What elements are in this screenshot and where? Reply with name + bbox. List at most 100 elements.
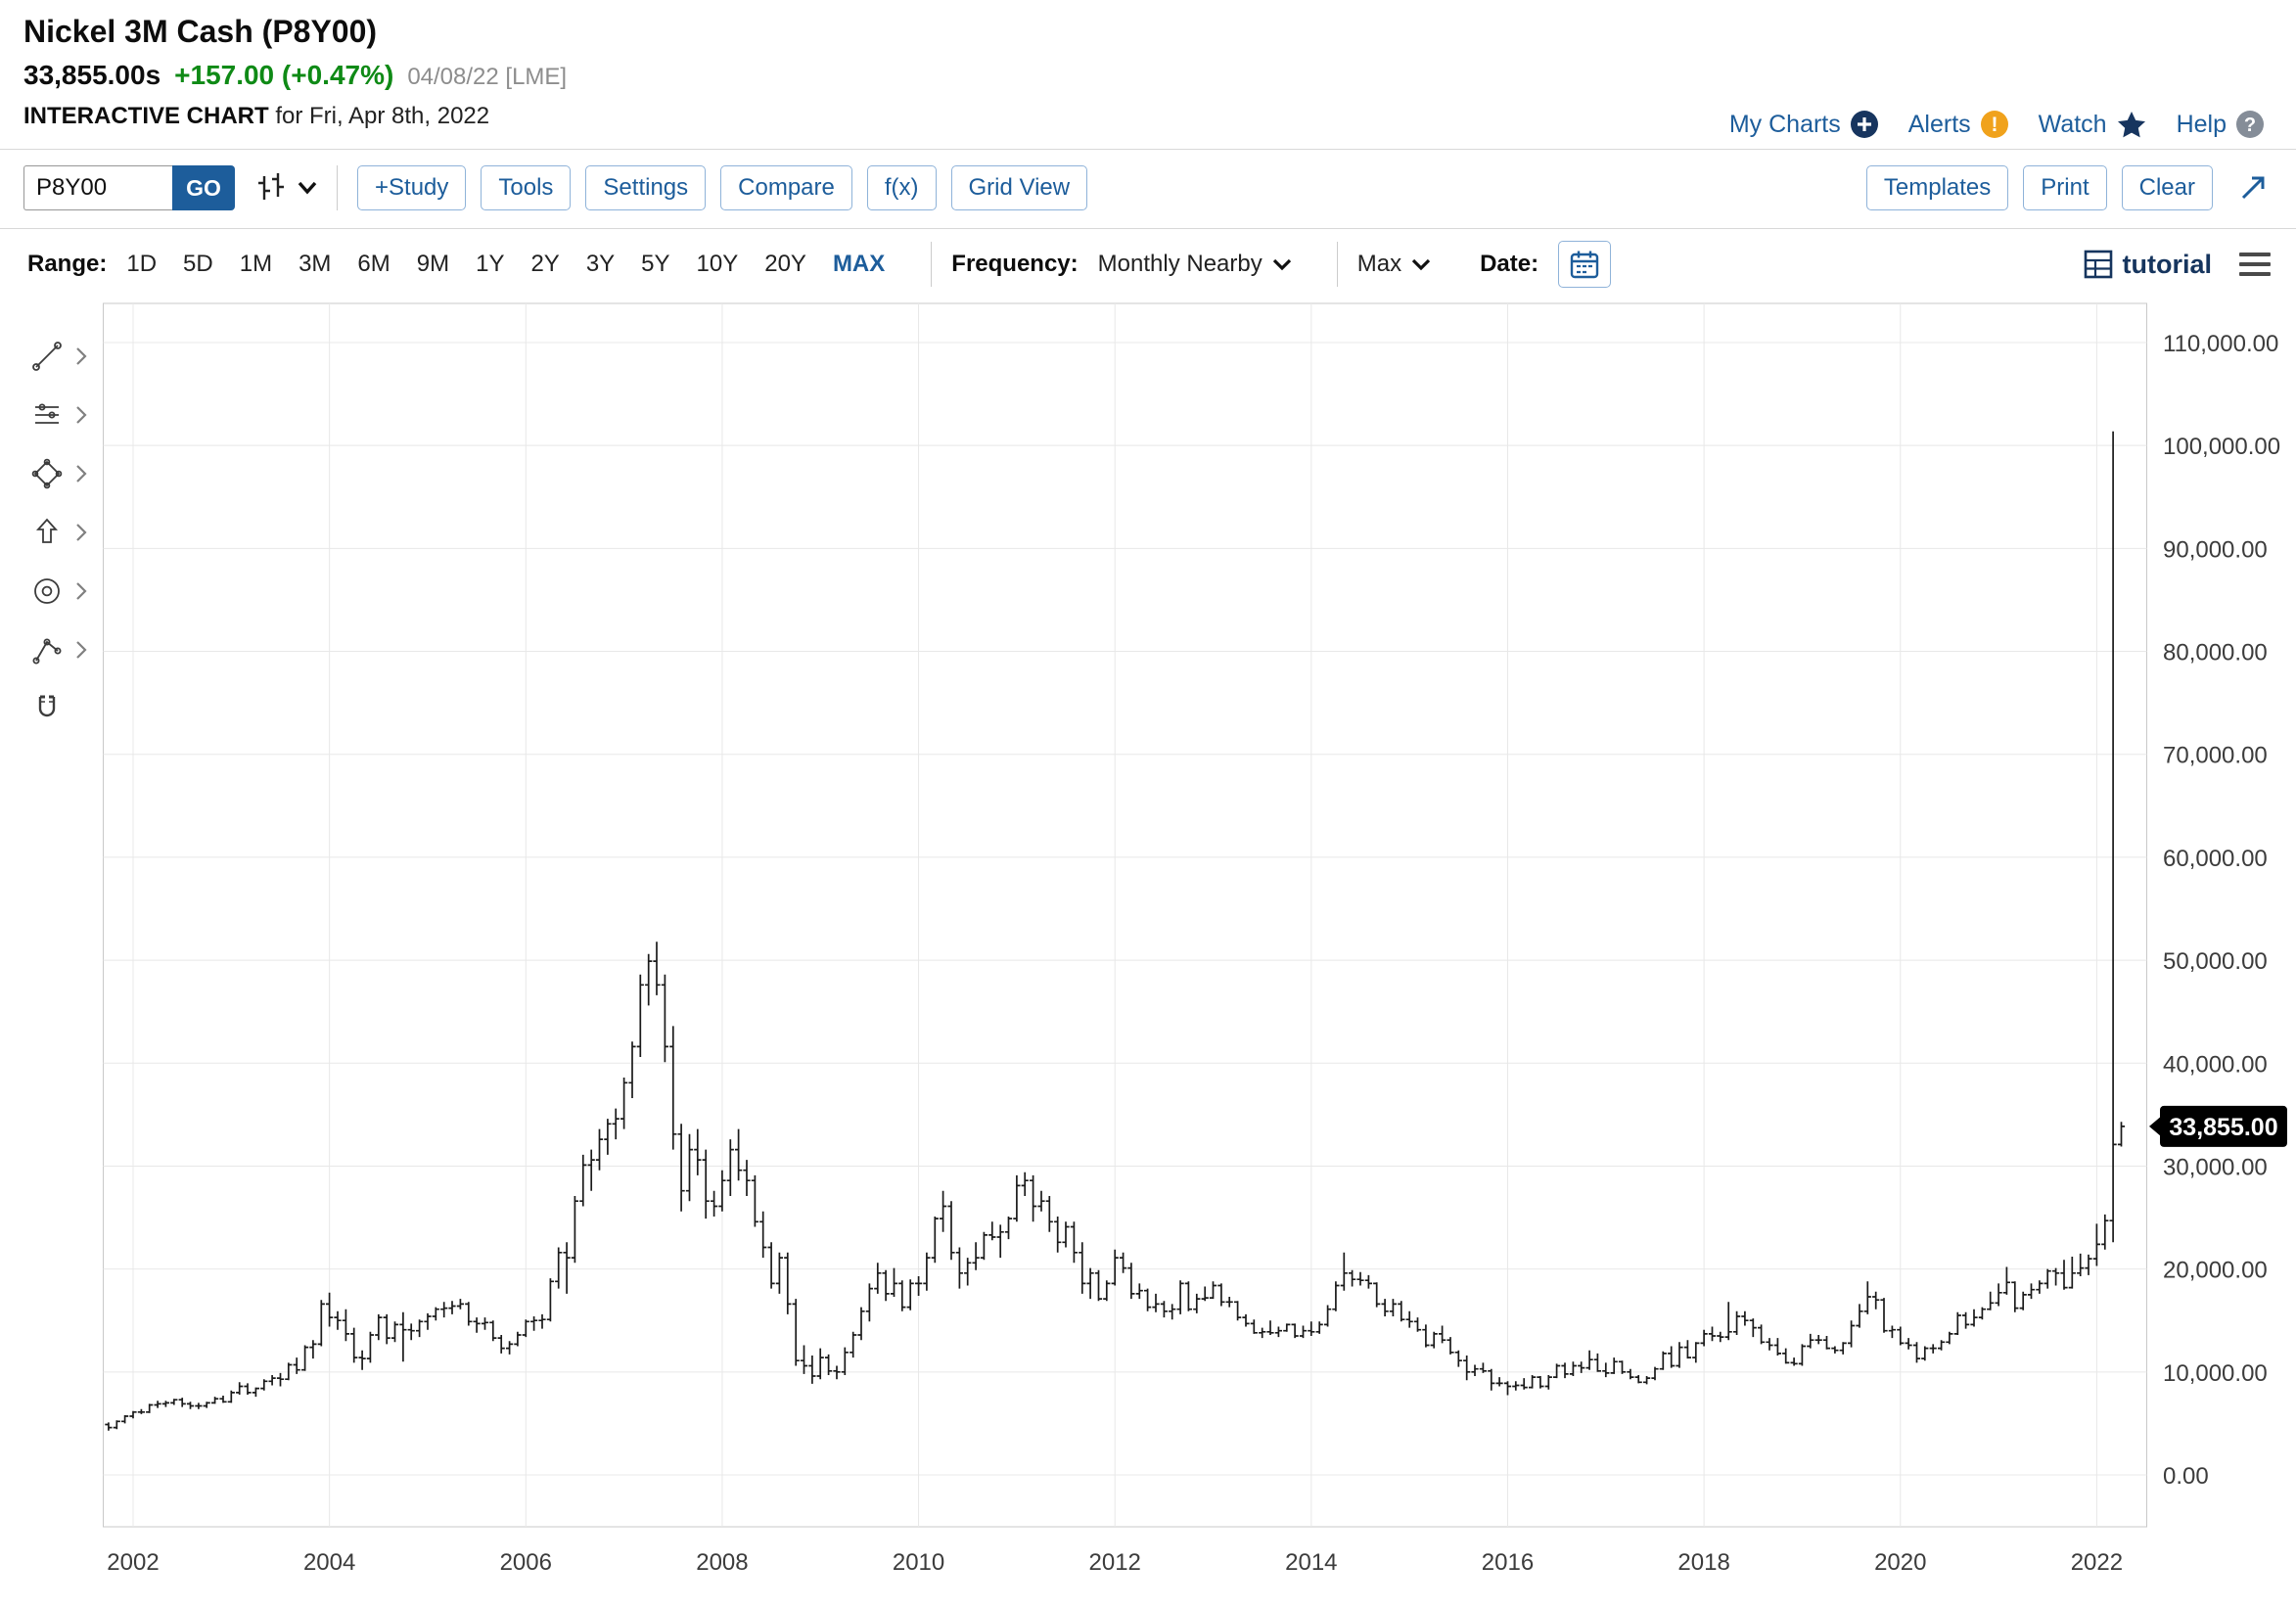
arrow-tool[interactable]: [29, 514, 88, 551]
help-link[interactable]: Help ?: [2177, 110, 2265, 139]
quote-line: 33,855.00s +157.00 (+0.47%) 04/08/22 [LM…: [23, 60, 567, 91]
svg-text:110,000.00: 110,000.00: [2163, 331, 2278, 357]
arrow-up-icon: [35, 518, 59, 543]
range-9m[interactable]: 9M: [416, 251, 450, 277]
shapes-icon: [31, 458, 63, 489]
range-max[interactable]: MAX: [832, 251, 886, 277]
frequency-select[interactable]: Monthly Nearby: [1098, 251, 1292, 278]
svg-text:!: !: [1991, 114, 1998, 136]
path-tool[interactable]: [29, 631, 88, 668]
section-date: for Fri, Apr 8th, 2022: [275, 103, 490, 129]
range-20y[interactable]: 20Y: [764, 251, 806, 277]
chevron-down-icon: [1411, 258, 1431, 270]
svg-text:20,000.00: 20,000.00: [2163, 1258, 2268, 1284]
chevron-right-icon: [76, 582, 87, 600]
grid-view-button[interactable]: Grid View: [950, 165, 1088, 210]
range-5y[interactable]: 5Y: [641, 251, 670, 277]
svg-text:2010: 2010: [893, 1549, 944, 1576]
svg-text:80,000.00: 80,000.00: [2163, 640, 2268, 667]
toolbar2-right-group: tutorial: [2084, 250, 2271, 280]
date-picker-button[interactable]: [1558, 241, 1612, 288]
chevron-right-icon: [76, 641, 87, 659]
print-button[interactable]: Print: [2023, 165, 2107, 210]
symbol-input[interactable]: [23, 165, 172, 210]
svg-text:90,000.00: 90,000.00: [2163, 536, 2268, 563]
calendar-icon: [1570, 251, 1599, 279]
svg-text:2012: 2012: [1089, 1549, 1141, 1576]
menu-button[interactable]: [2239, 253, 2271, 276]
quote-header: Nickel 3M Cash (P8Y00) 33,855.00s +157.0…: [23, 14, 567, 130]
path-icon: [32, 638, 62, 665]
chart-type-button[interactable]: [253, 168, 317, 207]
settings-button[interactable]: Settings: [585, 165, 707, 210]
svg-text:2018: 2018: [1677, 1549, 1729, 1576]
svg-text:70,000.00: 70,000.00: [2163, 743, 2268, 769]
trend-line-icon: [32, 342, 62, 371]
account-links: My Charts Alerts ! Watch Help ?: [1729, 110, 2265, 139]
range-1d[interactable]: 1D: [126, 251, 158, 277]
svg-text:60,000.00: 60,000.00: [2163, 846, 2268, 872]
tools-button[interactable]: Tools: [481, 165, 572, 210]
chevron-right-icon: [76, 347, 87, 365]
my-charts-link[interactable]: My Charts: [1729, 110, 1879, 139]
svg-text:40,000.00: 40,000.00: [2163, 1051, 2268, 1078]
alerts-label: Alerts: [1907, 110, 1971, 138]
fullscreen-button[interactable]: [2235, 170, 2271, 206]
svg-text:33,855.00: 33,855.00: [2169, 1114, 2277, 1141]
range-10y[interactable]: 10Y: [696, 251, 739, 277]
magnet-tool[interactable]: [29, 690, 88, 727]
divider: [337, 165, 338, 210]
aggregation-select[interactable]: Max: [1357, 251, 1431, 278]
add-study-button[interactable]: +Study: [357, 165, 467, 210]
svg-text:30,000.00: 30,000.00: [2163, 1154, 2268, 1180]
range-label: Range:: [27, 251, 108, 277]
quote-date-exchange: 04/08/22 [LME]: [407, 64, 568, 90]
svg-text:2016: 2016: [1482, 1549, 1534, 1576]
chart-toolbar: GO +Study Tools Settings Compare f(x) Gr…: [23, 157, 2271, 219]
page-title: Nickel 3M Cash (P8Y00): [23, 14, 378, 49]
range-5d[interactable]: 5D: [183, 251, 213, 277]
alerts-link[interactable]: Alerts !: [1908, 110, 2009, 139]
range-2y[interactable]: 2Y: [530, 251, 560, 277]
svg-text:50,000.00: 50,000.00: [2163, 948, 2268, 975]
range-toolbar: Range: 1D 5D 1M 3M 6M 9M 1Y 2Y 3Y 5Y 10Y…: [27, 241, 2271, 288]
circle-annotation-tool[interactable]: [29, 573, 88, 610]
range-3y[interactable]: 3Y: [585, 251, 616, 277]
section-label: INTERACTIVE CHART: [23, 103, 269, 129]
grid-icon: [2084, 250, 2112, 279]
chevron-right-icon: [76, 465, 87, 483]
fibonacci-tool[interactable]: [29, 396, 88, 434]
last-price: 33,855.00s: [23, 60, 161, 90]
svg-text:2006: 2006: [500, 1549, 552, 1576]
range-6m[interactable]: 6M: [357, 251, 390, 277]
range-3m[interactable]: 3M: [298, 251, 332, 277]
range-1m[interactable]: 1M: [239, 251, 273, 277]
svg-text:2008: 2008: [696, 1549, 748, 1576]
svg-text:2020: 2020: [1874, 1549, 1926, 1576]
chevron-right-icon: [76, 406, 87, 424]
chevron-down-icon: [298, 181, 317, 195]
frequency-value: Monthly Nearby: [1097, 251, 1263, 277]
clear-button[interactable]: Clear: [2121, 165, 2213, 210]
fx-button[interactable]: f(x): [866, 165, 937, 210]
trend-line-tool[interactable]: [29, 338, 88, 375]
svg-text:2022: 2022: [2071, 1549, 2123, 1576]
toolbar-right-group: Templates Print Clear: [1865, 165, 2271, 210]
aggregation-value: Max: [1356, 251, 1402, 277]
ohlc-chart-icon: [258, 173, 284, 200]
divider: [931, 242, 933, 287]
watch-link[interactable]: Watch: [2039, 110, 2147, 139]
tutorial-link[interactable]: tutorial: [2084, 250, 2212, 280]
templates-button[interactable]: Templates: [1865, 165, 2009, 210]
go-button[interactable]: GO: [172, 165, 235, 210]
svg-text:0.00: 0.00: [2163, 1463, 2209, 1490]
chevron-right-icon: [76, 524, 87, 541]
range-1y[interactable]: 1Y: [476, 251, 505, 277]
divider: [0, 228, 2296, 229]
svg-text:2004: 2004: [303, 1549, 355, 1576]
shapes-tool[interactable]: [29, 455, 88, 492]
compare-button[interactable]: Compare: [720, 165, 852, 210]
svg-text:10,000.00: 10,000.00: [2163, 1360, 2268, 1387]
my-charts-label: My Charts: [1728, 110, 1841, 138]
